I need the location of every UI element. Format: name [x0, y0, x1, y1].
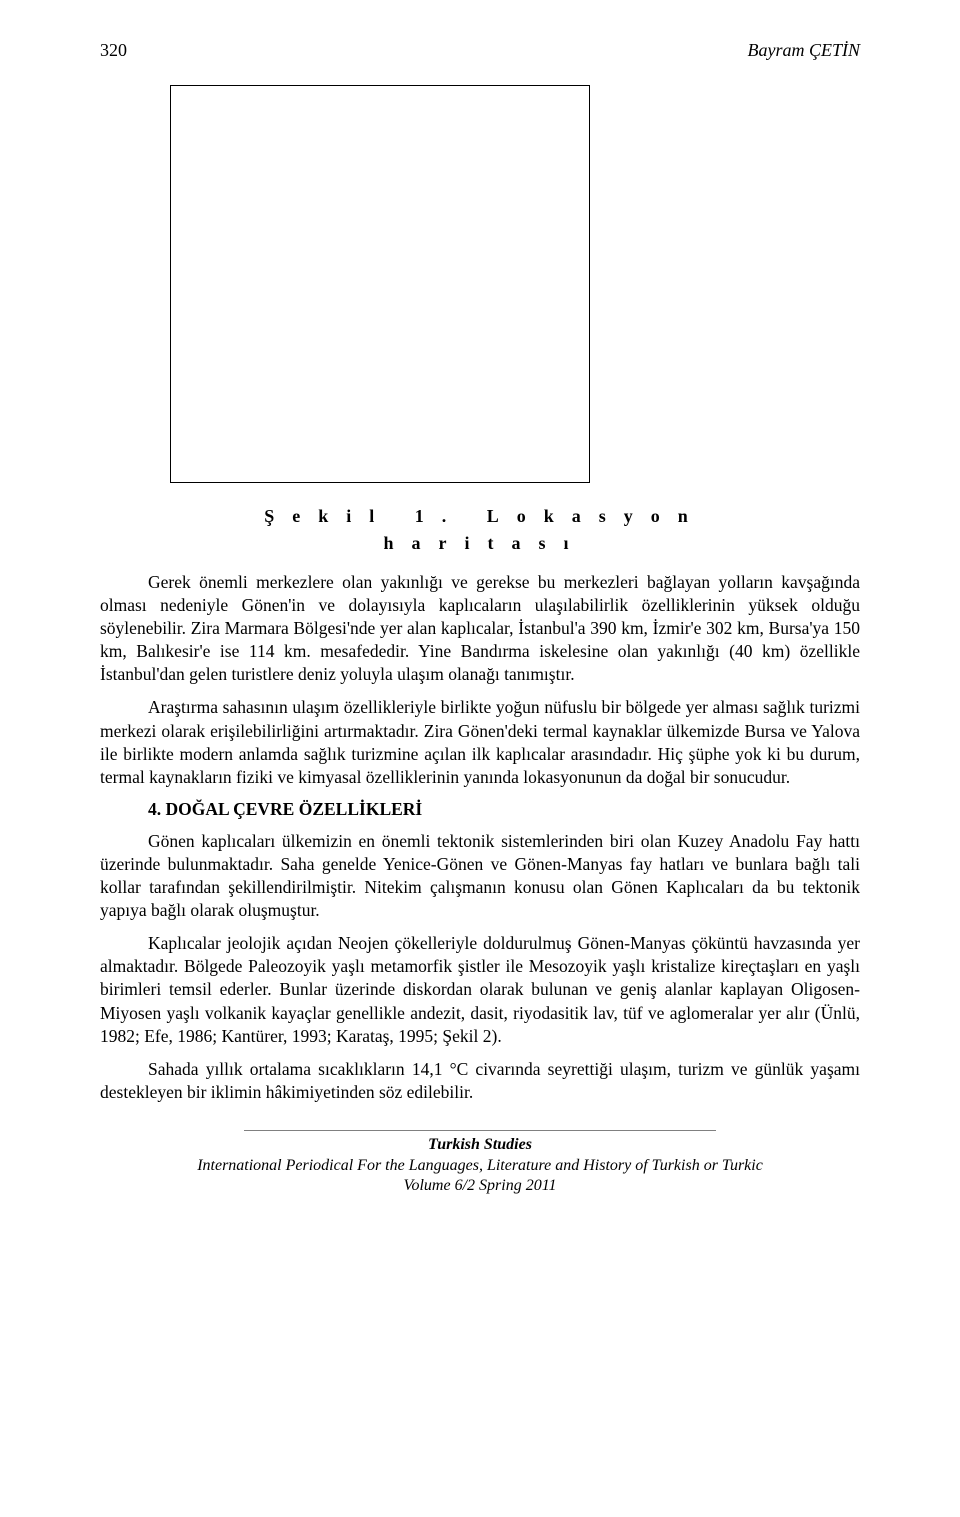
page-header: 320 Bayram ÇETİN [100, 40, 860, 61]
figure-caption: Şekil 1. Lokasyon haritası [100, 503, 860, 571]
body-paragraph: Kaplıcalar jeolojik açıdan Neojen çökell… [100, 932, 860, 1047]
page-number: 320 [100, 40, 127, 61]
figure-caption-line2: haritası [210, 530, 760, 557]
body-paragraph: Sahada yıllık ortalama sıcaklıkların 14,… [100, 1058, 860, 1104]
page-footer: Turkish Studies International Periodical… [100, 1135, 860, 1197]
body-paragraph: Araştırma sahasının ulaşım özellikleriyl… [100, 696, 860, 788]
figure-caption-line1: Şekil 1. Lokasyon [210, 503, 760, 530]
figure-placeholder-box [170, 85, 590, 483]
author-name: Bayram ÇETİN [748, 40, 861, 61]
journal-subtitle: International Periodical For the Languag… [100, 1156, 860, 1177]
journal-title: Turkish Studies [100, 1135, 860, 1156]
body-paragraph: Gönen kaplıcaları ülkemizin en önemli te… [100, 830, 860, 922]
body-paragraph: Gerek önemli merkezlere olan yakınlığı v… [100, 571, 860, 686]
journal-volume: Volume 6/2 Spring 2011 [100, 1176, 860, 1197]
section-heading: 4. DOĞAL ÇEVRE ÖZELLİKLERİ [100, 799, 860, 820]
footer-separator [244, 1130, 715, 1131]
